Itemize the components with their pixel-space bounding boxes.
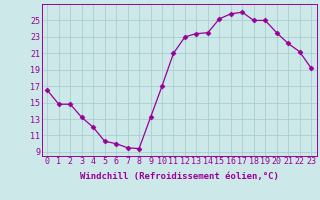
X-axis label: Windchill (Refroidissement éolien,°C): Windchill (Refroidissement éolien,°C) [80,172,279,181]
